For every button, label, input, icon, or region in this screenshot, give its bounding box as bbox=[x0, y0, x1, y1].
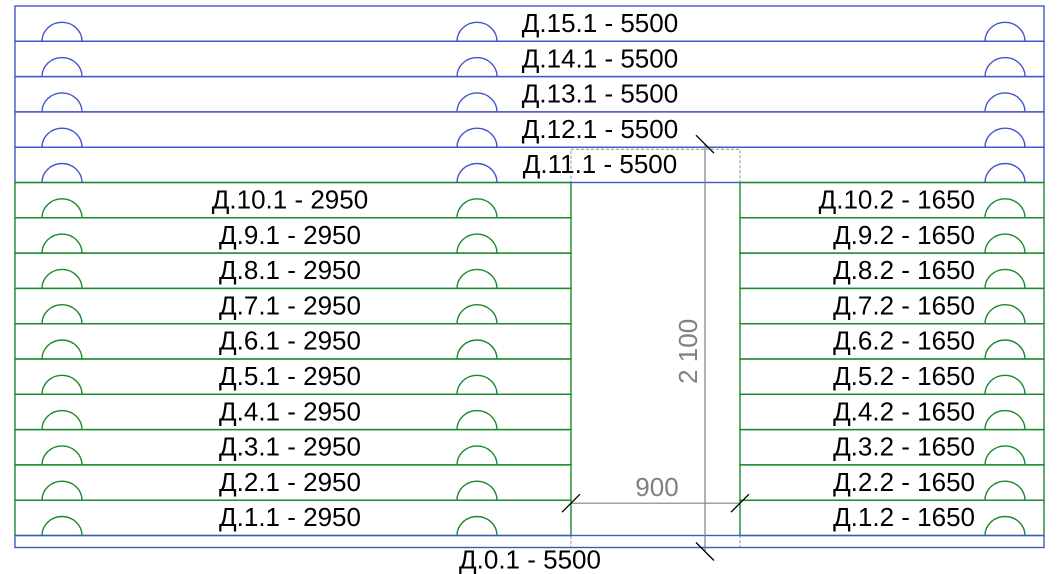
log-notch-icon bbox=[456, 445, 498, 465]
opening-height-label: 2 100 bbox=[673, 319, 703, 384]
log-course-label-left: Д.1.1 - 2950 bbox=[219, 502, 361, 532]
log-notch-icon bbox=[41, 409, 83, 430]
log-course-label-right: Д.5.2 - 1650 bbox=[833, 361, 975, 391]
log-notch-icon bbox=[41, 21, 83, 42]
log-course-label-right: Д.10.2 - 1650 bbox=[819, 185, 975, 215]
log-course-label-left: Д.9.1 - 2950 bbox=[219, 220, 361, 250]
dimension-tick bbox=[561, 493, 581, 513]
log-notch-icon bbox=[41, 480, 83, 501]
log-course-label-left: Д.3.1 - 2950 bbox=[219, 432, 361, 462]
log-course-label-right: Д.8.2 - 1650 bbox=[833, 255, 975, 285]
log-notch-icon bbox=[984, 480, 1026, 501]
log-notch-icon bbox=[41, 127, 83, 148]
log-notch-icon bbox=[456, 233, 498, 254]
log-notch-icon bbox=[984, 198, 1026, 218]
log-course-label-right: Д.9.2 - 1650 bbox=[833, 220, 975, 250]
log-notch-icon bbox=[456, 480, 498, 501]
log-notch-icon bbox=[456, 56, 498, 77]
log-notch-icon bbox=[456, 127, 498, 148]
log-notch-icon bbox=[984, 21, 1026, 42]
log-notch-icon bbox=[41, 233, 83, 254]
log-notch-icon bbox=[41, 445, 83, 465]
log-course-label: Д.15.1 - 5500 bbox=[522, 8, 678, 38]
dimension-tick bbox=[695, 134, 715, 154]
dimension-tick bbox=[695, 542, 715, 561]
log-course-label-left: Д.8.1 - 2950 bbox=[219, 255, 361, 285]
log-course-label-left: Д.4.1 - 2950 bbox=[219, 396, 361, 426]
log-notch-icon bbox=[41, 339, 83, 360]
log-course-label-left: Д.7.1 - 2950 bbox=[219, 290, 361, 320]
log-course-label: Д.13.1 - 5500 bbox=[522, 79, 678, 109]
log-notch-icon bbox=[984, 162, 1026, 183]
log-notch-icon bbox=[41, 268, 83, 289]
log-notch-icon bbox=[456, 198, 498, 218]
log-notch-icon bbox=[41, 92, 83, 112]
log-course-bottom bbox=[14, 534, 1045, 549]
log-course-label-right: Д.3.2 - 1650 bbox=[833, 432, 975, 462]
log-notch-icon bbox=[41, 162, 83, 183]
log-notch-icon bbox=[456, 304, 498, 324]
log-notch-icon bbox=[456, 21, 498, 42]
log-notch-icon bbox=[456, 515, 498, 536]
log-notch-icon bbox=[984, 409, 1026, 430]
log-notch-icon bbox=[41, 198, 83, 218]
log-course-label-right: Д.4.2 - 1650 bbox=[833, 396, 975, 426]
log-course-label: Д.14.1 - 5500 bbox=[522, 43, 678, 73]
log-notch-icon bbox=[456, 374, 498, 395]
log-notch-icon bbox=[456, 409, 498, 430]
log-notch-icon bbox=[984, 92, 1026, 112]
log-notch-icon bbox=[984, 339, 1026, 360]
log-course-label-right: Д.2.2 - 1650 bbox=[833, 467, 975, 497]
bottom-course-label: Д.0.1 - 5500 bbox=[459, 545, 601, 574]
log-course-label-left: Д.6.1 - 2950 bbox=[219, 326, 361, 356]
log-course-label-left: Д.5.1 - 2950 bbox=[219, 361, 361, 391]
log-course-label-right: Д.7.2 - 1650 bbox=[833, 290, 975, 320]
dimension-tick bbox=[730, 493, 750, 513]
log-notch-icon bbox=[984, 268, 1026, 289]
log-course-label-right: Д.1.2 - 1650 bbox=[833, 502, 975, 532]
log-notch-icon bbox=[41, 515, 83, 536]
opening-width-label: 900 bbox=[635, 472, 678, 502]
log-notch-icon bbox=[984, 304, 1026, 324]
log-notch-icon bbox=[984, 445, 1026, 465]
log-course-label-left: Д.10.1 - 2950 bbox=[212, 185, 368, 215]
log-notch-icon bbox=[456, 92, 498, 112]
log-notch-icon bbox=[984, 374, 1026, 395]
log-notch-icon bbox=[984, 515, 1026, 536]
log-notch-icon bbox=[41, 304, 83, 324]
log-course-label-left: Д.2.1 - 2950 bbox=[219, 467, 361, 497]
log-notch-icon bbox=[41, 374, 83, 395]
log-notch-icon bbox=[456, 268, 498, 289]
log-notch-icon bbox=[984, 233, 1026, 254]
log-course-label: Д.11.1 - 5500 bbox=[523, 149, 677, 179]
log-notch-icon bbox=[984, 56, 1026, 77]
log-course-label-right: Д.6.2 - 1650 bbox=[833, 326, 975, 356]
log-notch-icon bbox=[41, 56, 83, 77]
log-notch-icon bbox=[456, 162, 498, 183]
log-notch-icon bbox=[456, 339, 498, 360]
log-notch-icon bbox=[984, 127, 1026, 148]
log-course-label: Д.12.1 - 5500 bbox=[522, 114, 678, 144]
